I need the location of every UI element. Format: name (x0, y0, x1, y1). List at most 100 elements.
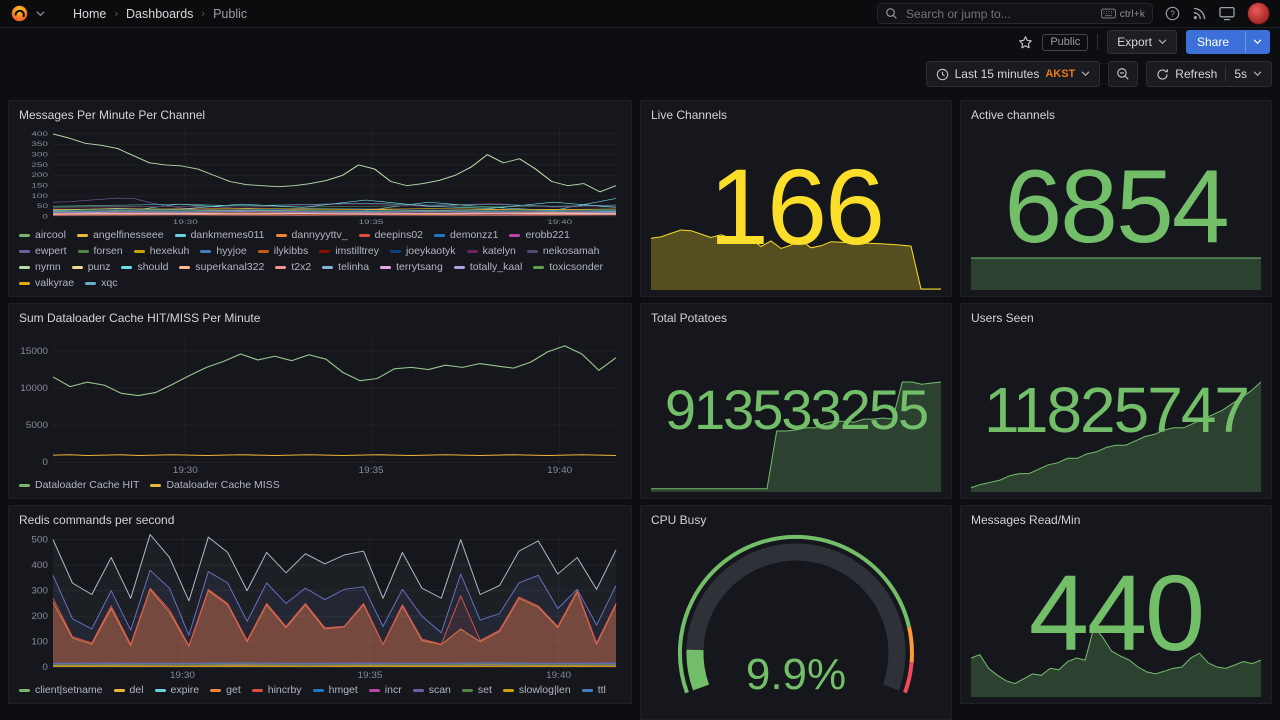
legend-item[interactable]: client|setname (19, 684, 103, 697)
legend-item[interactable]: should (121, 261, 168, 274)
legend-series-color (257, 250, 269, 253)
legend-item[interactable]: hexekuh (133, 245, 189, 258)
legend-item[interactable]: erobb221 (509, 229, 570, 242)
dashboard-grid: Messages Per Minute Per Channel 19:30 19:… (0, 100, 1280, 720)
legend-series-label: demonzz1 (450, 229, 499, 241)
legend-series-label: hincrby (267, 684, 302, 696)
legend-item[interactable]: hyyjoe (200, 245, 247, 258)
svg-text:19:30: 19:30 (170, 671, 195, 681)
legend-item[interactable]: hmget (312, 684, 358, 697)
zoom-out-button[interactable] (1108, 61, 1139, 87)
help-icon[interactable]: ? (1165, 6, 1180, 21)
panel-redis-commands: Redis commands per second 19:30 19:35 19:4… (8, 505, 632, 704)
redis-time-series-chart[interactable]: 19:30 19:35 19:40 0 100 200 300 400 500 (19, 529, 621, 681)
legend-series-label: valkyrae (35, 277, 75, 289)
legend-series-label: deepins02 (374, 229, 424, 241)
legend-item[interactable]: aircool (19, 229, 66, 242)
breadcrumb-home[interactable]: Home (73, 6, 107, 21)
legend-item[interactable]: dannyyyttv_ (275, 229, 348, 242)
messages-time-series-chart[interactable]: 19:30 19:35 19:40 0 50 100 150 200 250 300 350 400 (19, 124, 621, 226)
panel-title[interactable]: Messages Per Minute Per Channel (19, 108, 206, 122)
legend-item[interactable]: xqc (85, 277, 117, 290)
legend-item[interactable]: toxicsonder (533, 261, 603, 274)
legend-item[interactable]: hincrby (251, 684, 302, 697)
svg-text:19:35: 19:35 (359, 466, 384, 476)
panel-title[interactable]: Users Seen (971, 311, 1034, 325)
panel-title[interactable]: Total Potatoes (651, 311, 728, 325)
panel-title[interactable]: Redis commands per second (19, 513, 175, 527)
grafana-logo-icon[interactable] (10, 4, 29, 23)
legend-item[interactable]: incr (368, 684, 402, 697)
svg-text:0: 0 (42, 662, 48, 673)
search-icon (885, 7, 898, 20)
panel-title[interactable]: CPU Busy (651, 513, 707, 527)
news-rss-icon[interactable] (1192, 6, 1207, 21)
svg-text:300: 300 (31, 150, 48, 158)
breadcrumb-current[interactable]: Public (213, 6, 248, 21)
legend-item[interactable]: del (113, 684, 144, 697)
legend-item[interactable]: scan (412, 684, 451, 697)
chevron-down-icon (1253, 39, 1262, 45)
legend-item[interactable]: terrytsang (380, 261, 443, 274)
export-button[interactable]: Export (1107, 30, 1177, 54)
legend-item[interactable]: nymn (19, 261, 61, 274)
legend-item[interactable]: telinha (322, 261, 369, 274)
legend-item[interactable]: set (461, 684, 492, 697)
toolbar-divider (1097, 34, 1099, 50)
legend-item[interactable]: dankmemes011 (174, 229, 265, 242)
panel-total-potatoes: Total Potatoes 913533255 (640, 303, 952, 499)
dashboard-toolbar: Public Export Share (0, 28, 1280, 56)
legend-item[interactable]: joeykaotyk (389, 245, 456, 258)
legend-item[interactable]: katelyn (466, 245, 516, 258)
legend-item[interactable]: totally_kaal (453, 261, 523, 274)
legend-item[interactable]: expire (154, 684, 199, 697)
panel-title[interactable]: Live Channels (651, 108, 728, 122)
search-input[interactable] (904, 5, 1095, 22)
legend-item[interactable]: slowlog|len (502, 684, 571, 697)
legend-series-label: totally_kaal (469, 261, 523, 273)
legend-item[interactable]: demonzz1 (434, 229, 498, 242)
monitor-icon[interactable] (1219, 6, 1235, 21)
legend-item[interactable]: t2x2 (275, 261, 311, 274)
legend-series-color (19, 234, 30, 237)
legend-series-label: get (226, 684, 241, 696)
panel-title[interactable]: Active channels (971, 108, 1056, 122)
legend-item[interactable]: ilykibbs (257, 245, 308, 258)
refresh-button[interactable]: Refresh 5s (1146, 61, 1272, 87)
legend-item[interactable]: ttl (581, 684, 606, 697)
panel-title[interactable]: Sum Dataloader Cache HIT/MISS Per Minute (19, 311, 261, 325)
time-range-picker[interactable]: Last 15 minutes AKST (925, 61, 1101, 87)
share-button[interactable]: Share (1185, 30, 1270, 54)
legend-item[interactable]: forsen (77, 245, 123, 258)
search-box[interactable]: ctrl+k (877, 3, 1153, 24)
legend-item[interactable]: imstilltrey (319, 245, 379, 258)
keyboard-icon (1100, 8, 1116, 19)
legend-item[interactable]: valkyrae (19, 277, 74, 290)
user-avatar[interactable] (1247, 2, 1270, 25)
star-icon[interactable] (1018, 35, 1033, 50)
legend-series-label: telinha (338, 261, 370, 273)
legend-item[interactable]: deepins02 (358, 229, 424, 242)
share-menu-caret[interactable] (1245, 31, 1269, 53)
legend-item[interactable]: Dataloader Cache MISS (150, 479, 280, 492)
legend-item[interactable]: Dataloader Cache HIT (19, 479, 139, 492)
dataloader-time-series-chart[interactable]: 19:30 19:35 19:40 0 5000 10000 15000 (19, 327, 621, 476)
legend-item[interactable]: angelfinesseee (76, 229, 164, 242)
legend-item[interactable]: ewpert (19, 245, 67, 258)
svg-text:15000: 15000 (20, 346, 48, 357)
legend-series-color (200, 250, 212, 253)
legend-series-label: forsen (93, 245, 123, 257)
chevron-down-icon[interactable] (36, 10, 45, 17)
legend-series-color (113, 689, 125, 692)
legend-series-label: erobb221 (525, 229, 570, 241)
breadcrumb-dashboards[interactable]: Dashboards (126, 6, 194, 21)
svg-text:500: 500 (31, 535, 48, 546)
legend-item[interactable]: punz (71, 261, 110, 274)
legend-item[interactable]: superkanal322 (179, 261, 264, 274)
legend-item[interactable]: get (210, 684, 241, 697)
messages-read-value: 440 (1028, 552, 1205, 673)
legend-item[interactable]: neikosamah (526, 245, 599, 258)
panel-title[interactable]: Messages Read/Min (971, 513, 1081, 527)
legend-series-color (19, 250, 30, 253)
refresh-interval[interactable]: 5s (1234, 67, 1247, 81)
